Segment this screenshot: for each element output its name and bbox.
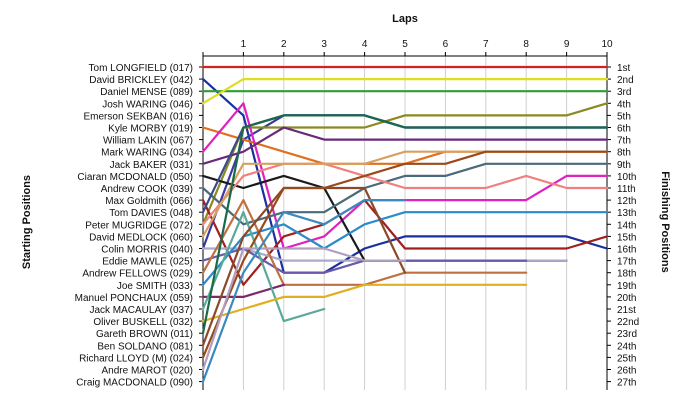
start-label: Colin MORRIS (040) bbox=[101, 245, 193, 256]
finishing-position-labels: 1st2nd3rd4th5th6th7th8th9th10th11th12th1… bbox=[617, 63, 639, 389]
lap-tick-label: 1 bbox=[241, 39, 247, 50]
finish-label: 19th bbox=[617, 281, 636, 292]
start-label: Oliver BUSKELL (032) bbox=[93, 317, 193, 328]
lap-tick-label: 9 bbox=[564, 39, 570, 50]
finish-label: 3rd bbox=[617, 87, 631, 98]
lap-tick-label: 6 bbox=[443, 39, 449, 50]
driver-position-line bbox=[201, 283, 285, 298]
start-label: Peter MUGRIDGE (072) bbox=[85, 220, 193, 231]
finish-label: 20th bbox=[617, 293, 636, 304]
left-axis-title: Starting Positions bbox=[21, 175, 33, 269]
driver-position-line bbox=[201, 77, 609, 274]
start-label: Daniel MENSE (089) bbox=[100, 87, 193, 98]
start-label: Richard LLOYD (M) (024) bbox=[79, 353, 193, 364]
lap-tick-label: 10 bbox=[601, 39, 613, 50]
start-label: Jack BAKER (031) bbox=[110, 160, 193, 171]
start-label: Manuel PONCHAUX (059) bbox=[75, 293, 193, 304]
finish-label: 8th bbox=[617, 148, 631, 159]
lap-gridlines bbox=[242, 52, 608, 390]
driver-position-line bbox=[201, 126, 609, 165]
finish-label: 18th bbox=[617, 269, 636, 280]
x-axis-title: Laps bbox=[392, 13, 418, 25]
finish-label: 16th bbox=[617, 245, 636, 256]
start-label: Max Goldmith (066) bbox=[105, 196, 193, 207]
finish-label: 4th bbox=[617, 99, 631, 110]
driver-position-line bbox=[201, 211, 326, 323]
driver-position-line bbox=[201, 162, 609, 226]
right-axis-title: Finishing Positions bbox=[659, 171, 671, 272]
finish-label: 13th bbox=[617, 208, 636, 219]
start-label: Joe SMITH (033) bbox=[117, 281, 193, 292]
start-label: Andrew COOK (039) bbox=[101, 184, 193, 195]
finish-label: 7th bbox=[617, 136, 631, 147]
finish-label: 27th bbox=[617, 378, 636, 389]
driver-position-line bbox=[201, 199, 407, 383]
lap-tick-label: 2 bbox=[281, 39, 287, 50]
finish-label: 5th bbox=[617, 111, 631, 122]
start-label: Mark WARING (034) bbox=[101, 148, 193, 159]
start-label: David BRICKLEY (042) bbox=[89, 75, 193, 86]
axis-lines bbox=[199, 52, 611, 390]
finish-label: 11th bbox=[617, 184, 636, 195]
finish-label: 6th bbox=[617, 124, 631, 135]
finish-label: 26th bbox=[617, 366, 636, 377]
lap-tick-label: 3 bbox=[321, 39, 327, 50]
finish-label: 12th bbox=[617, 196, 636, 207]
finish-label: 9th bbox=[617, 160, 631, 171]
start-label: David MEDLOCK (060) bbox=[89, 232, 193, 243]
finish-label: 15th bbox=[617, 232, 636, 243]
start-label: Ben SOLDANO (081) bbox=[97, 341, 193, 352]
lap-tick-label: 7 bbox=[483, 39, 489, 50]
driver-position-line bbox=[201, 211, 609, 286]
finish-label: 21st bbox=[617, 305, 636, 316]
start-label: Craig MACDONALD (090) bbox=[76, 378, 193, 389]
finish-label: 1st bbox=[617, 63, 631, 74]
start-label: Gareth BROWN (011) bbox=[96, 329, 193, 340]
finish-label: 22nd bbox=[617, 317, 639, 328]
starting-position-labels: Tom LONGFIELD (017)David BRICKLEY (042)D… bbox=[75, 63, 193, 389]
start-label: Tom DAVIES (048) bbox=[109, 208, 193, 219]
start-label: Jack MACAULAY (037) bbox=[89, 305, 193, 316]
driver-position-line bbox=[201, 283, 528, 323]
start-label: William LAKIN (067) bbox=[103, 136, 193, 147]
driver-position-line bbox=[201, 150, 609, 359]
start-label: Emerson SEKBAN (016) bbox=[84, 111, 194, 122]
start-label: Ciaran MCDONALD (050) bbox=[77, 172, 193, 183]
finish-label: 23rd bbox=[617, 329, 637, 340]
driver-position-line bbox=[201, 114, 609, 335]
lap-tick-labels: 1 2 3 4 5 6 7 8 9 10 bbox=[241, 39, 613, 50]
finish-label: 10th bbox=[617, 172, 636, 183]
driver-position-line bbox=[201, 162, 609, 226]
start-label: Kyle MORBY (019) bbox=[108, 124, 193, 135]
start-label: Andre MAROT (020) bbox=[101, 366, 193, 377]
driver-position-line bbox=[201, 247, 407, 371]
start-label: Tom LONGFIELD (017) bbox=[89, 63, 193, 74]
finish-label: 24th bbox=[617, 341, 636, 352]
driver-position-line bbox=[201, 199, 609, 286]
driver-position-line bbox=[201, 102, 609, 226]
start-label: Andrew FELLOWS (029) bbox=[82, 269, 193, 280]
finish-label: 17th bbox=[617, 257, 636, 268]
driver-position-line bbox=[201, 77, 609, 105]
start-label: Josh WARING (046) bbox=[102, 99, 193, 110]
lap-tick-label: 4 bbox=[362, 39, 368, 50]
finish-label: 2nd bbox=[617, 75, 634, 86]
lap-tick-label: 8 bbox=[523, 39, 529, 50]
lap-tick-label: 5 bbox=[402, 39, 408, 50]
finish-label: 14th bbox=[617, 220, 636, 231]
finish-label: 25th bbox=[617, 353, 636, 364]
position-lines bbox=[201, 65, 609, 383]
start-label: Eddie MAWLE (025) bbox=[102, 257, 193, 268]
